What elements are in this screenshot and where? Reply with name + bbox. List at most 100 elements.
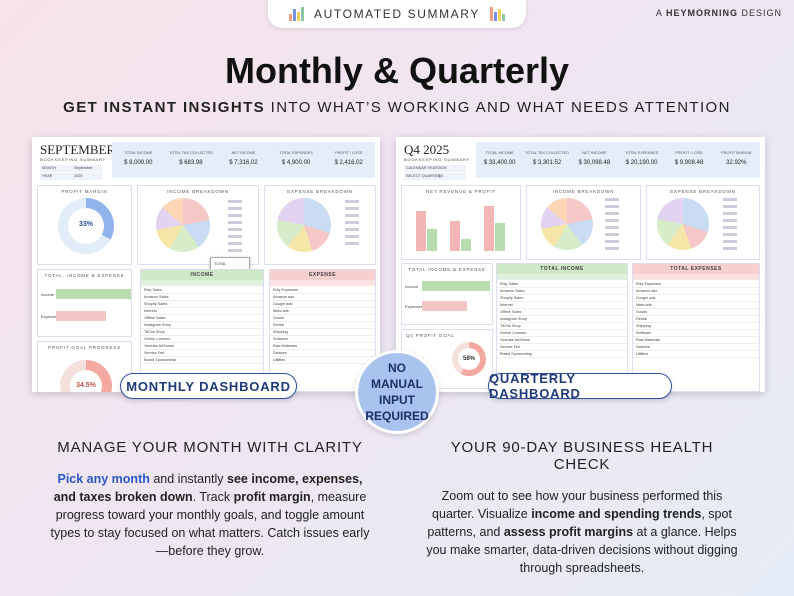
kpi: PROFIT / LOSS $ 2,416.02 (322, 142, 375, 178)
gauge-label: 58% (462, 356, 475, 362)
field: CALENDAR YEAR 2025 (404, 165, 466, 172)
kpi-value: $ 9,908.48 (674, 160, 704, 166)
bar (422, 301, 467, 311)
panel-title: INCOME BREAKDOWN (552, 189, 615, 194)
table-row: Goods (270, 315, 375, 322)
table-title: TOTAL EXPENSES (633, 264, 759, 274)
text-run: assess profit margins (503, 525, 634, 539)
table-row: Utilities (633, 351, 759, 358)
table-row: Interest (141, 308, 263, 315)
table-row: Online Courses (497, 330, 627, 337)
table-row: Rental (270, 322, 375, 329)
table-row: Shopify Sales (497, 295, 627, 302)
legend-swatch (228, 249, 242, 252)
table-row: Service Fee (497, 344, 627, 351)
bar (422, 281, 490, 291)
section-text: Pick any month and instantly see income,… (50, 470, 370, 560)
legend-swatch (723, 205, 737, 208)
table-row: Shipping (633, 323, 759, 330)
field-label: YEAR (42, 174, 53, 178)
legend-swatch (345, 214, 359, 217)
table-row: Google ads (270, 301, 375, 308)
gauge-label: 34.5% (76, 382, 96, 389)
dropdown-option: TOTAL (214, 261, 227, 266)
table-row: TikTok Shop (497, 323, 627, 330)
legend-swatch (228, 242, 242, 245)
field-value: 2025 (438, 166, 447, 170)
kpi: TOTAL TAX COLLECTED $ 683.98 (165, 142, 218, 178)
credit-prefix: A (655, 8, 663, 18)
kpi-value: $ 7,316.02 (229, 160, 258, 166)
table-row: Instagram Shop (497, 316, 627, 323)
panel-title: INCOME BREAKDOWN (167, 189, 229, 194)
table-row: Etsy Sales (497, 281, 627, 288)
text-run: at a glance. Helps you make smarter, dat… (426, 525, 738, 575)
panel-title: EXPENSE BREAKDOWN (287, 189, 353, 194)
table-head (497, 274, 627, 280)
donut-label: 33% (78, 221, 93, 228)
bar (56, 311, 106, 321)
table-row: Raw Materials (633, 337, 759, 344)
table-row: Brand Sponsorship (497, 351, 627, 358)
panel-title: Q4 PROFIT GOAL (406, 333, 455, 338)
legend-swatch (605, 219, 619, 222)
panel: TOTAL, INCOME & EXPENSE Income Expenses (37, 269, 132, 337)
section-heading: MANAGE YOUR MONTH WITH CLARITY (57, 439, 363, 456)
panel: TOTAL INCOME & EXPENSE Income Expenses (401, 263, 493, 325)
text-run: Zoom out to see how your business perfor… (432, 489, 723, 521)
dash-heading: SEPTEMBER (40, 142, 116, 157)
monthly-label: MONTHLY DASHBOARD (120, 373, 297, 399)
legend-swatch (228, 214, 242, 217)
legend-swatch (228, 228, 242, 231)
section-text: Zoom out to see how your business perfor… (422, 487, 742, 577)
bar-label: Expenses (405, 304, 423, 309)
kpi-label: PROFIT / LOSS (335, 151, 363, 155)
panel: INCOME BREAKDOWN (137, 185, 259, 265)
dash-subheading: BOOKKEEPING SUMMARY (40, 157, 107, 162)
table-row: Amazon ads (633, 288, 759, 295)
text-run: income and spending trends (531, 507, 702, 521)
kpi-value: $ 33,400.00 (483, 160, 516, 166)
table: TOTAL EXPENSES Etsy Expenses Amazon ads Goo… (632, 263, 760, 392)
field-value: Q4 (438, 174, 444, 178)
table-row: Youtube AdSense (141, 343, 263, 350)
panel: PROFIT GOAL PROGRESS 34.5% (37, 341, 132, 392)
table-row: Amazon ads (270, 294, 375, 301)
panel-title: PROFIT GOAL PROGRESS (48, 345, 121, 350)
kpi-label: TOTAL EXPENSES (625, 151, 659, 155)
legend-swatch (228, 200, 242, 203)
bar-label: Expenses (41, 314, 59, 319)
legend-swatch (723, 226, 737, 229)
section: MANAGE YOUR MONTH WITH CLARITY Pick any m… (50, 439, 370, 560)
text-run: profit margin (233, 490, 311, 504)
legend-swatch (345, 228, 359, 231)
panel-title: TOTAL, INCOME & EXPENSE (44, 273, 125, 278)
bar (461, 239, 471, 251)
kpi-label: TOTAL INCOME (485, 151, 514, 155)
title: Monthly & Quarterly (224, 50, 570, 91)
legend-swatch (228, 235, 242, 238)
kpi-value: $ 30,098.48 (578, 160, 611, 166)
text-run: and instantly (149, 472, 228, 486)
table-row: Amazon Sales (141, 294, 263, 301)
legend-swatch (605, 226, 619, 229)
table-row: Salaries (270, 350, 375, 357)
kpi: PROFIT MARGIN 32.92% (713, 142, 760, 178)
monthly-dashboard: SEPTEMBER BOOKKEEPING SUMMARY MONTH Septemb… (32, 137, 380, 392)
table-row: Goods (633, 309, 759, 316)
bar-label: Income (405, 284, 419, 289)
center-badge: NO MANUAL INPUT REQUIRED (355, 350, 439, 434)
dash-subheading: BOOKKEEPING SUMMARY (404, 157, 471, 162)
panel-title: NET REVENUE & PROFIT (426, 189, 496, 194)
kpi: TOTAL EXPENSES $ 4,900.00 (270, 142, 323, 178)
legend-swatch (723, 198, 737, 201)
kpi: PROFIT / LOSS $ 9,908.48 (665, 142, 712, 178)
table-row: Utilities (270, 357, 375, 364)
bar (450, 221, 460, 251)
kpi-label: TOTAL EXPENSES (279, 151, 313, 155)
legend-swatch (605, 198, 619, 201)
subtitle: GET INSTANT INSIGHTS INTO WHAT’S WORKING… (0, 99, 794, 116)
legend-swatch (345, 242, 359, 245)
kpi: TOTAL INCOME $ 33,400.00 (476, 142, 523, 178)
